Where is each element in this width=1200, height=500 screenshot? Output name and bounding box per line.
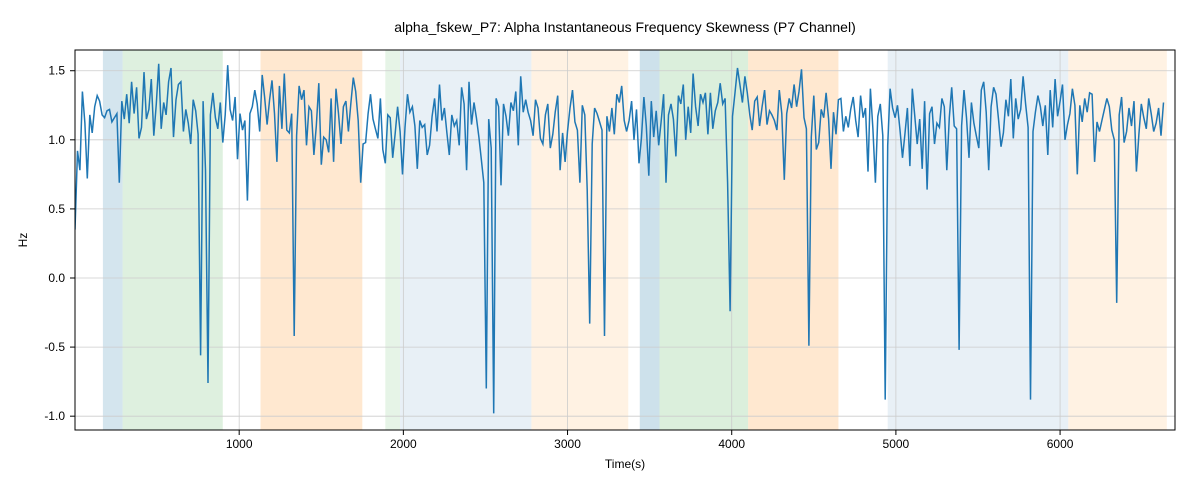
y-tick-label: 1.5 <box>48 64 65 78</box>
x-tick-label: 3000 <box>554 437 581 451</box>
y-tick-label: 0.5 <box>48 202 65 216</box>
x-axis-label: Time(s) <box>605 457 645 471</box>
x-tick-label: 6000 <box>1047 437 1074 451</box>
line-chart: 1000 2000 3000 4000 5000 6000 -1.0 -0.5 0.0 0.5 1.… <box>0 0 1200 500</box>
chart-title: alpha_fskew_P7: Alpha Instantaneous Freq… <box>394 19 856 35</box>
y-tick-label: 0.0 <box>48 271 65 285</box>
x-tick-label: 4000 <box>718 437 745 451</box>
x-tick-label: 1000 <box>226 437 253 451</box>
y-tick-label: -0.5 <box>44 340 65 354</box>
x-tick-label: 5000 <box>883 437 910 451</box>
y-tick-label: -1.0 <box>44 409 65 423</box>
y-axis-label: Hz <box>16 233 30 248</box>
y-tick-label: 1.0 <box>48 133 65 147</box>
x-tick-label: 2000 <box>390 437 417 451</box>
chart-container: 1000 2000 3000 4000 5000 6000 -1.0 -0.5 0.0 0.5 1.… <box>0 0 1200 500</box>
